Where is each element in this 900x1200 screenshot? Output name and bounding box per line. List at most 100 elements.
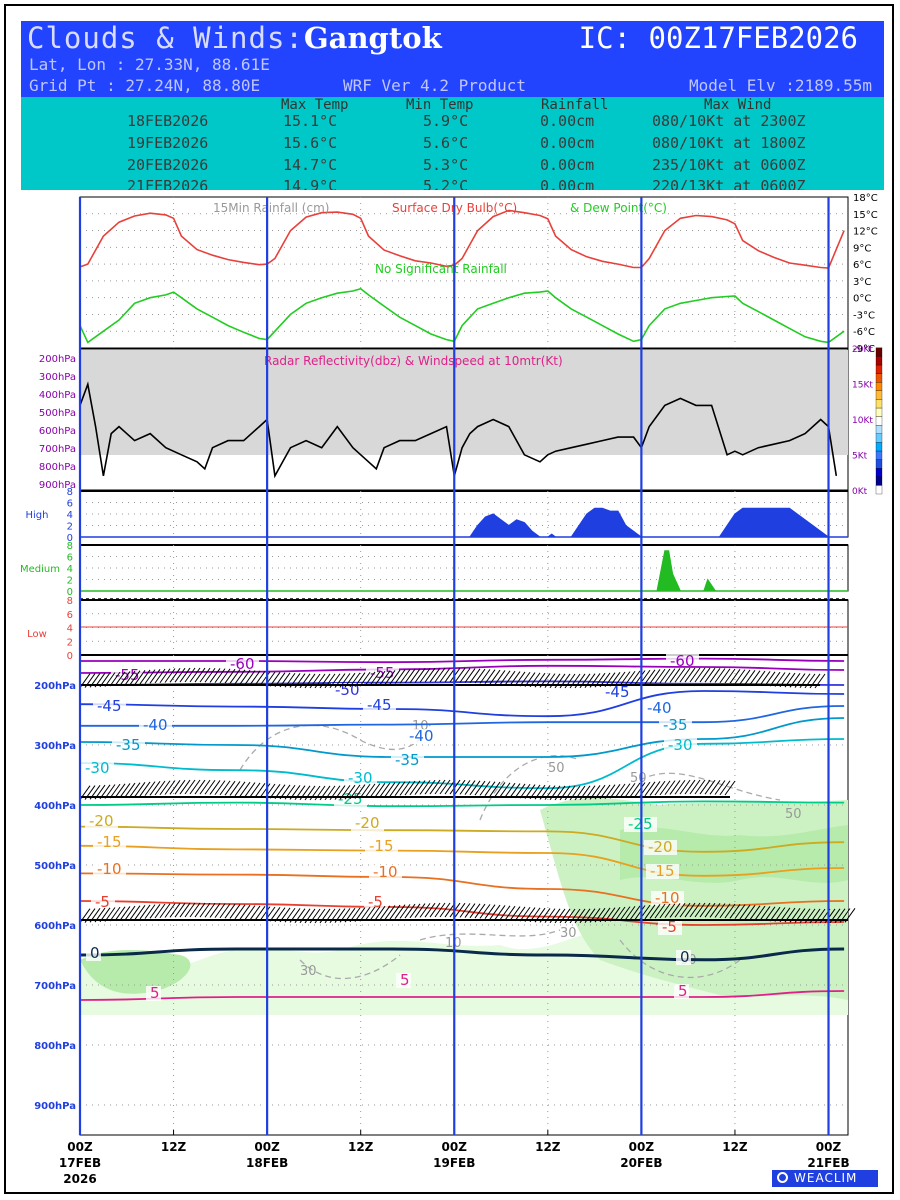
contour-label: -60 (230, 655, 255, 673)
wind-barb (399, 669, 411, 684)
wind-barb (364, 671, 376, 687)
wind-barb (434, 667, 446, 683)
wind-barb (414, 668, 426, 683)
x-tick-label: 12Z (161, 1140, 187, 1154)
contour-label: 5 (400, 971, 410, 989)
reflectivity-swatch (875, 373, 883, 383)
contour-label: -35 (663, 716, 688, 734)
wind-barb (469, 780, 481, 796)
wind-barb (499, 782, 511, 798)
contour-label-bg (146, 986, 161, 1001)
table-row-max-temp: 15.6°C (283, 134, 338, 152)
cloud-tick-label: 4 (67, 564, 73, 575)
reflectivity-swatch (875, 442, 883, 452)
wind-barb (389, 781, 401, 797)
cloud-tick-label: 6 (67, 553, 73, 564)
wind-barb (109, 906, 121, 922)
temperature-contour (79, 717, 845, 758)
wind-barb (194, 779, 206, 795)
summary-table: Max Temp Min Temp Rainfall Max Wind 18FE… (21, 97, 884, 190)
wind-barb (479, 669, 491, 684)
table-row-rain: 0.00cm (540, 112, 595, 130)
contour-label-bg (226, 657, 259, 672)
wind-barb (379, 782, 391, 798)
col-header-max-temp: Max Temp (281, 97, 349, 113)
legend-entry: 15Min Rainfall (cm) (213, 201, 329, 215)
cloud-tick-label: 0 (67, 587, 73, 598)
wind-barb (759, 906, 771, 921)
rh-label: 50 (548, 761, 565, 776)
pressure-tick-label: 900hPa (39, 480, 76, 491)
wind-barb (119, 671, 131, 686)
pressure-tick-label: 600hPa (39, 426, 76, 437)
x-tick-label: 00Z (67, 1140, 93, 1154)
table-row-min-temp: 5.6°C (423, 134, 469, 152)
wind-barb (369, 783, 381, 798)
contour-label-bg (664, 738, 697, 753)
wind-barb (674, 779, 686, 795)
wind-barb (214, 903, 226, 918)
wind-barb (464, 780, 476, 795)
contour-label: -35 (395, 751, 420, 769)
contour-label-bg (331, 683, 364, 698)
contour-label-bg (85, 814, 118, 829)
contour-label-bg (93, 699, 126, 714)
table-row-date: 21FEB2026 (127, 177, 209, 190)
table-row-rain: 0.00cm (540, 134, 595, 152)
wind-barb (114, 906, 126, 922)
wind-barb (129, 905, 141, 920)
wind-barb (459, 668, 471, 683)
pressure-level-label: 700hPa (34, 981, 76, 992)
wind-barb (689, 902, 701, 918)
wind-barb (429, 667, 441, 683)
contour-label: -5 (662, 918, 677, 936)
chart-frame (4, 4, 894, 1194)
wind-barb (374, 670, 386, 686)
contour-label-bg (674, 984, 689, 999)
table-row-rain: 0.00cm (540, 177, 595, 190)
wind-barb (714, 903, 726, 918)
wind-barb (609, 672, 621, 687)
wind-barb (664, 780, 676, 795)
cloud-tick-label: 8 (67, 541, 73, 552)
table-row-max-temp: 14.7°C (283, 156, 338, 174)
high-cloud-label: High (26, 510, 49, 521)
x-tick-label: 12Z (722, 1140, 748, 1154)
temperature-contour (80, 657, 845, 664)
reflectivity-swatch (875, 425, 883, 434)
wind-barb (224, 780, 236, 796)
wind-barb (164, 780, 176, 795)
temperature-panel: 18°C 15°C 12°C 9°C 6°C 3°C 0°C -3°C -6°C -9°C 15Mi… (79, 193, 878, 355)
wind-barb (769, 906, 781, 922)
wind-barb (144, 781, 156, 796)
wind-barb (694, 902, 706, 918)
contour-label-bg (365, 839, 398, 854)
contour-label-bg (659, 718, 692, 733)
wind-barb (259, 783, 271, 798)
wind-barb (379, 670, 391, 686)
wind-barb (514, 783, 526, 799)
contour-label: -15 (369, 837, 394, 855)
wind-barb (489, 781, 501, 797)
rh-contour (639, 772, 781, 801)
wind-barb (414, 780, 426, 795)
wind-barb (744, 670, 756, 685)
y-tick-label: 12°C (853, 227, 878, 238)
x-tick-label: 00Z (442, 1140, 468, 1154)
wind-barb (769, 671, 781, 687)
radar-shade (80, 350, 848, 455)
wind-barb (189, 902, 201, 918)
contour-label: 0 (680, 948, 690, 966)
wind-barb (204, 667, 216, 683)
contour-label: -40 (409, 727, 434, 745)
wind-barb (754, 670, 766, 686)
wind-barb (199, 779, 211, 795)
wind-barb (714, 668, 726, 683)
reflectivity-swatch (875, 450, 883, 460)
wind-barb (514, 906, 526, 922)
wind-barb (504, 782, 516, 798)
wind-barb (124, 905, 136, 921)
wind-barb (719, 780, 731, 796)
wind-barb (729, 904, 741, 919)
